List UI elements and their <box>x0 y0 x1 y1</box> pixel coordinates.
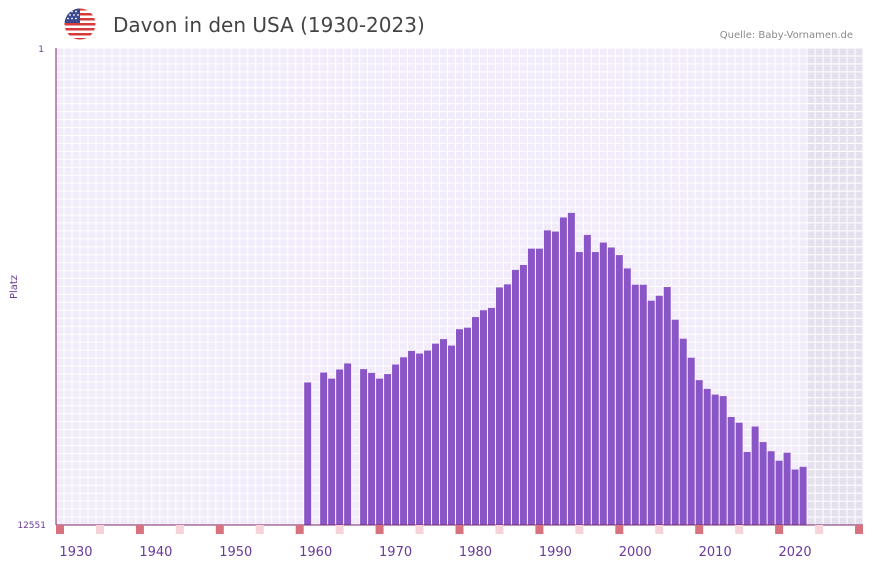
bar-1994 <box>583 234 591 526</box>
bar-1972 <box>408 350 416 525</box>
axis-marker-1988 <box>535 525 544 534</box>
axis-marker-1958 <box>295 525 304 534</box>
bar-1977 <box>448 345 456 525</box>
bar-1986 <box>519 264 527 525</box>
bar-1974 <box>424 350 432 525</box>
bar-1991 <box>559 217 567 525</box>
bar-1993 <box>575 252 583 526</box>
axis-marker-1928 <box>56 525 64 534</box>
bar-2012 <box>727 417 735 525</box>
axis-marker-1998 <box>615 525 624 534</box>
bar-2017 <box>767 451 775 525</box>
bar-2019 <box>783 452 791 525</box>
axis-marker-1948 <box>215 525 224 534</box>
x-tick-label: 2010 <box>699 545 732 560</box>
source-label: Quelle: Baby-Vornamen.de <box>719 30 853 41</box>
axis-marker-1953 <box>255 525 264 534</box>
axis-marker-1938 <box>135 525 144 534</box>
bar-2001 <box>639 284 647 525</box>
bar-1973 <box>416 353 424 525</box>
bar-1963 <box>336 369 344 525</box>
bar-2021 <box>799 466 807 525</box>
axis-marker-1933 <box>95 525 104 534</box>
bar-1983 <box>495 287 503 525</box>
bar-1966 <box>360 369 368 525</box>
y-axis-label: Platz <box>9 275 20 299</box>
x-tick-label: 2000 <box>619 545 652 560</box>
bar-2020 <box>791 469 799 525</box>
bar-2011 <box>719 396 727 525</box>
bar-1997 <box>607 247 615 525</box>
bar-2016 <box>759 442 767 525</box>
y-tick-label: 12551 <box>17 521 46 531</box>
bar-1962 <box>328 378 336 525</box>
bar-2000 <box>631 284 639 525</box>
bar-1968 <box>376 378 384 525</box>
axis-marker-2018 <box>775 525 784 534</box>
axis-marker-2028 <box>855 525 863 534</box>
bar-1967 <box>368 372 376 525</box>
bar-1996 <box>599 242 607 525</box>
bar-2009 <box>703 388 711 525</box>
axis-marker-1963 <box>335 525 344 534</box>
axis-marker-2013 <box>735 525 744 534</box>
bar-2007 <box>687 357 695 525</box>
bar-1976 <box>440 339 448 525</box>
bar-1998 <box>615 255 623 526</box>
bar-1995 <box>591 252 599 526</box>
bar-1959 <box>304 382 312 525</box>
axis-marker-1983 <box>495 525 504 534</box>
x-tick-label: 1940 <box>139 545 172 560</box>
x-tick-label: 2020 <box>779 545 812 560</box>
bar-1992 <box>567 212 575 526</box>
bar-1969 <box>384 374 392 525</box>
axis-marker-2008 <box>695 525 704 534</box>
axis-marker-1993 <box>575 525 584 534</box>
x-tick-label: 1930 <box>59 545 92 560</box>
axis-marker-1978 <box>455 525 464 534</box>
bar-1975 <box>432 343 440 525</box>
bar-1980 <box>471 317 479 525</box>
axis-marker-1973 <box>415 525 424 534</box>
bar-1984 <box>503 284 511 525</box>
bar-2003 <box>655 295 663 525</box>
us-flag-icon <box>64 8 96 40</box>
bar-1990 <box>551 231 559 526</box>
bar-2006 <box>679 338 687 525</box>
bar-1964 <box>344 363 352 525</box>
chart-title: Davon in den USA (1930-2023) <box>113 13 425 37</box>
bar-2015 <box>751 426 759 525</box>
x-tick-label: 1980 <box>459 545 492 560</box>
x-tick-label: 1970 <box>379 545 412 560</box>
y-tick-label: 1 <box>38 45 44 55</box>
bar-1982 <box>487 307 495 525</box>
bar-1961 <box>320 372 328 525</box>
x-tick-label: 1950 <box>219 545 252 560</box>
bar-2018 <box>775 460 783 525</box>
axis-marker-2023 <box>815 525 824 534</box>
bar-2008 <box>695 380 703 525</box>
bar-1970 <box>392 364 400 525</box>
x-tick-label: 1960 <box>299 545 332 560</box>
axis-marker-1943 <box>175 525 184 534</box>
axis-marker-1968 <box>375 525 384 534</box>
bar-1979 <box>463 327 471 525</box>
bar-1985 <box>511 269 519 525</box>
bar-1978 <box>456 329 463 525</box>
x-tick-label: 1990 <box>539 545 572 560</box>
bar-1987 <box>527 248 535 526</box>
bar-1981 <box>479 310 487 525</box>
bar-1971 <box>400 357 408 525</box>
bar-1999 <box>623 268 631 525</box>
bar-2004 <box>663 287 671 525</box>
bar-1988 <box>535 248 543 526</box>
bar-2002 <box>647 300 655 525</box>
bar-2013 <box>735 422 743 525</box>
axis-marker-2003 <box>655 525 664 534</box>
bar-2014 <box>743 451 751 525</box>
bar-1989 <box>543 230 551 525</box>
bar-2005 <box>671 319 679 525</box>
bar-2010 <box>711 394 719 525</box>
